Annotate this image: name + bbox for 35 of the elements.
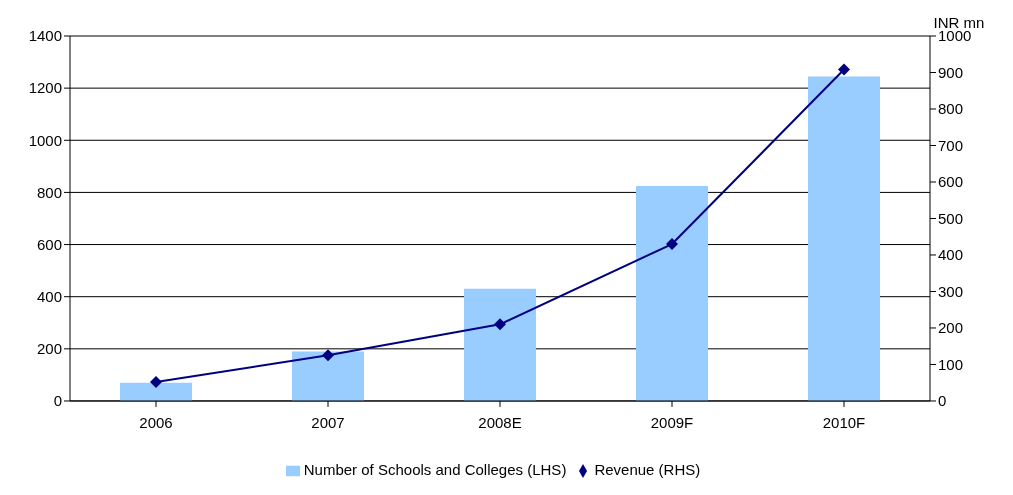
y-tick-label: 1000 <box>28 131 62 149</box>
point <box>838 63 850 76</box>
x-tick-label: 2007 <box>311 413 345 431</box>
y-tick-label: 1400 <box>28 27 62 45</box>
y-tick-label: 0 <box>53 392 62 410</box>
y-tick-label: 1200 <box>28 79 62 97</box>
legend-label: Revenue (RHS) <box>594 460 701 478</box>
y2-tick-label: 800 <box>938 100 964 118</box>
y2-tick-label: 600 <box>938 173 964 191</box>
y2-tick-label: 700 <box>938 136 964 154</box>
bar <box>808 76 880 401</box>
x-tick-label: 2009F <box>650 413 694 431</box>
x-tick-label: 2010F <box>822 413 866 431</box>
y2-tick-label: 0 <box>938 392 947 410</box>
x-tick-label: 2006 <box>139 413 173 431</box>
y2-tick-label: 300 <box>938 282 964 300</box>
y-tick-label: 600 <box>36 235 62 253</box>
point <box>150 375 162 388</box>
point <box>494 318 506 331</box>
y2-tick-label: 900 <box>938 63 964 81</box>
bar <box>292 351 364 401</box>
x-tick-label: 2008E <box>478 413 522 431</box>
bar <box>464 288 536 401</box>
bar <box>120 382 192 401</box>
point <box>322 349 334 362</box>
y-tick-label: 400 <box>36 288 62 306</box>
y2-tick-label: 200 <box>938 319 964 337</box>
y-tick-label: 800 <box>36 183 62 201</box>
y2-tick-label: 500 <box>938 209 964 227</box>
point <box>666 238 678 251</box>
y2-tick-label: 400 <box>938 246 964 264</box>
legend-label: Number of Schools and Colleges (LHS) <box>303 460 567 478</box>
bar <box>636 185 708 401</box>
y2-tick-label: 100 <box>938 355 964 373</box>
y-tick-label: 200 <box>36 340 62 358</box>
